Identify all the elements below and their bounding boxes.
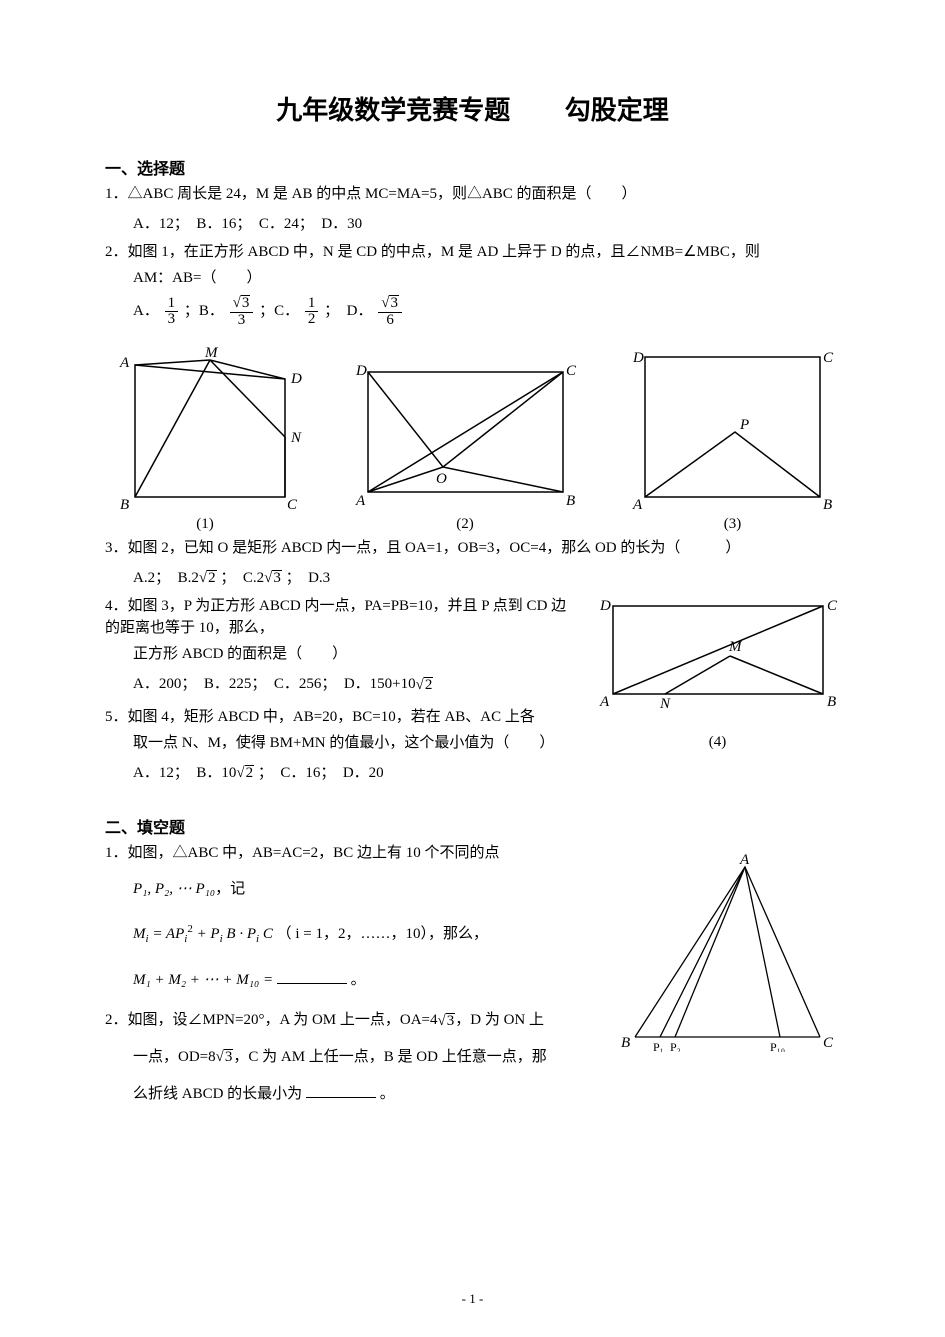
fig1-label-b: B: [120, 497, 129, 512]
section-1-heading: 一、选择题: [105, 155, 840, 179]
f1-blank: [277, 968, 347, 984]
f2-blank: [306, 1082, 376, 1098]
figure-3-caption: (3): [625, 516, 840, 533]
q3-sqrt3: 3: [264, 565, 282, 591]
fig5-label-p10: P₁₀: [770, 1040, 785, 1052]
q1-text: 1．△ABC 周长是 24，M 是 AB 的中点 MC=MA=5，则△ABC 的…: [105, 183, 840, 205]
q2-opt-d-label: ； D．: [324, 303, 372, 319]
f2-sqrt3b: 3: [216, 1046, 234, 1068]
fig1-label-a: A: [119, 355, 130, 371]
figure-1-caption: (1): [105, 516, 305, 533]
q2-opt-c-label: ；C．: [259, 303, 299, 319]
fig4-label-d: D: [599, 598, 611, 614]
figure-2-caption: (2): [348, 516, 583, 533]
q5-options: A．12； B．102 ； C．16； D．20: [105, 760, 840, 787]
q3-options: A.2； B.22 ； C.23 ； D.3: [105, 565, 840, 592]
q3-opt-c-sep: ； C.2: [220, 570, 264, 586]
q5-opt-cd: ； C．16； D．20: [258, 765, 384, 781]
q2-line1: 2．如图 1，在正方形 ABCD 中，N 是 CD 的中点，M 是 AD 上异于…: [105, 241, 840, 263]
frac-1-3: 13: [165, 296, 179, 329]
figure-5: A B C P₁ P₂ P₁₀: [615, 852, 840, 1057]
q5-sqrt2: 2: [236, 760, 254, 786]
fig3-label-d: D: [632, 350, 644, 366]
fig4-label-m: M: [728, 639, 743, 655]
fig5-label-p2: P₂: [670, 1040, 681, 1052]
title-left: 九年级数学竞赛专题: [276, 95, 510, 125]
fig3-label-c: C: [823, 350, 834, 366]
q4-sqrt2: 2: [416, 672, 434, 698]
fig2-label-a: A: [355, 493, 366, 509]
fig4-label-n: N: [659, 696, 671, 711]
f2-line2-tail: ，C 为 AM 上任一点，B 是 OD 上任意一点，那: [233, 1049, 546, 1065]
f2-line2-pre: 一点，OD=8: [133, 1049, 216, 1065]
q3-sqrt2a: 2: [199, 565, 217, 591]
figure-1-svg: A M D N B C: [105, 347, 305, 512]
q3-text: 3．如图 2，已知 O 是矩形 ABCD 内一点，且 OA=1，OB=3，OC=…: [105, 537, 840, 559]
figure-3-svg: D C A B P: [625, 347, 840, 512]
f2-line1-tail: ，D 为 ON 上: [455, 1012, 544, 1028]
fig2-label-o: O: [436, 471, 447, 487]
q1-options: A．12； B．16； C．24； D．30: [105, 211, 840, 237]
fig1-label-m: M: [204, 347, 219, 361]
frac-r3-6: 36: [378, 295, 402, 329]
fig4-label-a: A: [599, 694, 610, 710]
figures-row-1: A M D N B C (1) D C A B: [105, 347, 840, 533]
q2-opt-a-label: A．: [133, 303, 159, 319]
f1-p-list: P₁, P₂, ⋯ P₁₀: [133, 881, 215, 897]
frac-1-2: 12: [305, 296, 319, 329]
fig5-label-b: B: [621, 1035, 630, 1051]
section-2-heading: 二、填空题: [105, 814, 840, 838]
f2-line1-pre: 2．如图，设∠MPN=20°，A 为 OM 上一点，OA=4: [105, 1012, 438, 1028]
f2-line3-pre: 么折线 ABCD 的长最小为: [133, 1086, 302, 1102]
fig5-label-a: A: [739, 852, 750, 868]
q3-opt-a: A.2； B.2: [133, 570, 199, 586]
figure-1: A M D N B C (1): [105, 347, 305, 533]
f2-line3: 么折线 ABCD 的长最小为 。: [105, 1082, 840, 1105]
figure-5-svg: A B C P₁ P₂ P₁₀: [615, 852, 840, 1052]
figure-4-svg: D C A B N M: [595, 596, 840, 711]
page: 九年级数学竞赛专题 勾股定理 一、选择题 1．△ABC 周长是 24，M 是 A…: [0, 0, 945, 1337]
fig1-label-c: C: [287, 497, 298, 512]
fig5-label-p1: P₁: [653, 1040, 664, 1052]
fig3-label-p: P: [739, 417, 749, 433]
figure-4-caption: (4): [595, 734, 840, 751]
q2-line2: AM：AB=（ ）: [105, 267, 840, 289]
f1-sum: M₁ + M₂ + ⋯ + M₁₀ =: [133, 972, 273, 988]
fig3-label-b: B: [823, 497, 832, 512]
fig3-label-a: A: [632, 497, 643, 512]
q4-opts-pre: A．200； B．225； C．256； D．150+10: [133, 676, 416, 692]
q2-opt-b-label: ；B．: [184, 303, 224, 319]
figure-4: D C A B N M (4): [595, 596, 840, 751]
figure-2: D C A B O (2): [348, 347, 583, 533]
f1-line2-tail: ，记: [215, 881, 245, 897]
fig2-label-b: B: [566, 493, 575, 509]
fig1-label-d: D: [290, 371, 302, 387]
fig2-label-d: D: [355, 363, 367, 379]
fig5-label-c: C: [823, 1035, 834, 1051]
figure-2-svg: D C A B O: [348, 347, 583, 512]
f1-line3-tail: （ i = 1，2，……，10），那么，: [277, 926, 488, 942]
fig1-label-n: N: [290, 430, 302, 446]
frac-r3-3: 33: [230, 295, 254, 329]
fig2-label-c: C: [566, 363, 577, 379]
page-number: - 1 -: [0, 1291, 945, 1307]
fig4-label-c: C: [827, 598, 838, 614]
q2-options: A． 13 ；B． 33 ；C． 12 ； D． 36: [105, 295, 840, 329]
f2-sqrt3a: 3: [438, 1010, 456, 1032]
q5-opt-ab: A．12； B．10: [133, 765, 236, 781]
page-title: 九年级数学竞赛专题 勾股定理: [105, 90, 840, 127]
q3-opt-d: ； D.3: [286, 570, 331, 586]
figure-3: D C A B P (3): [625, 347, 840, 533]
title-right: 勾股定理: [565, 95, 669, 125]
fig4-label-b: B: [827, 694, 836, 710]
